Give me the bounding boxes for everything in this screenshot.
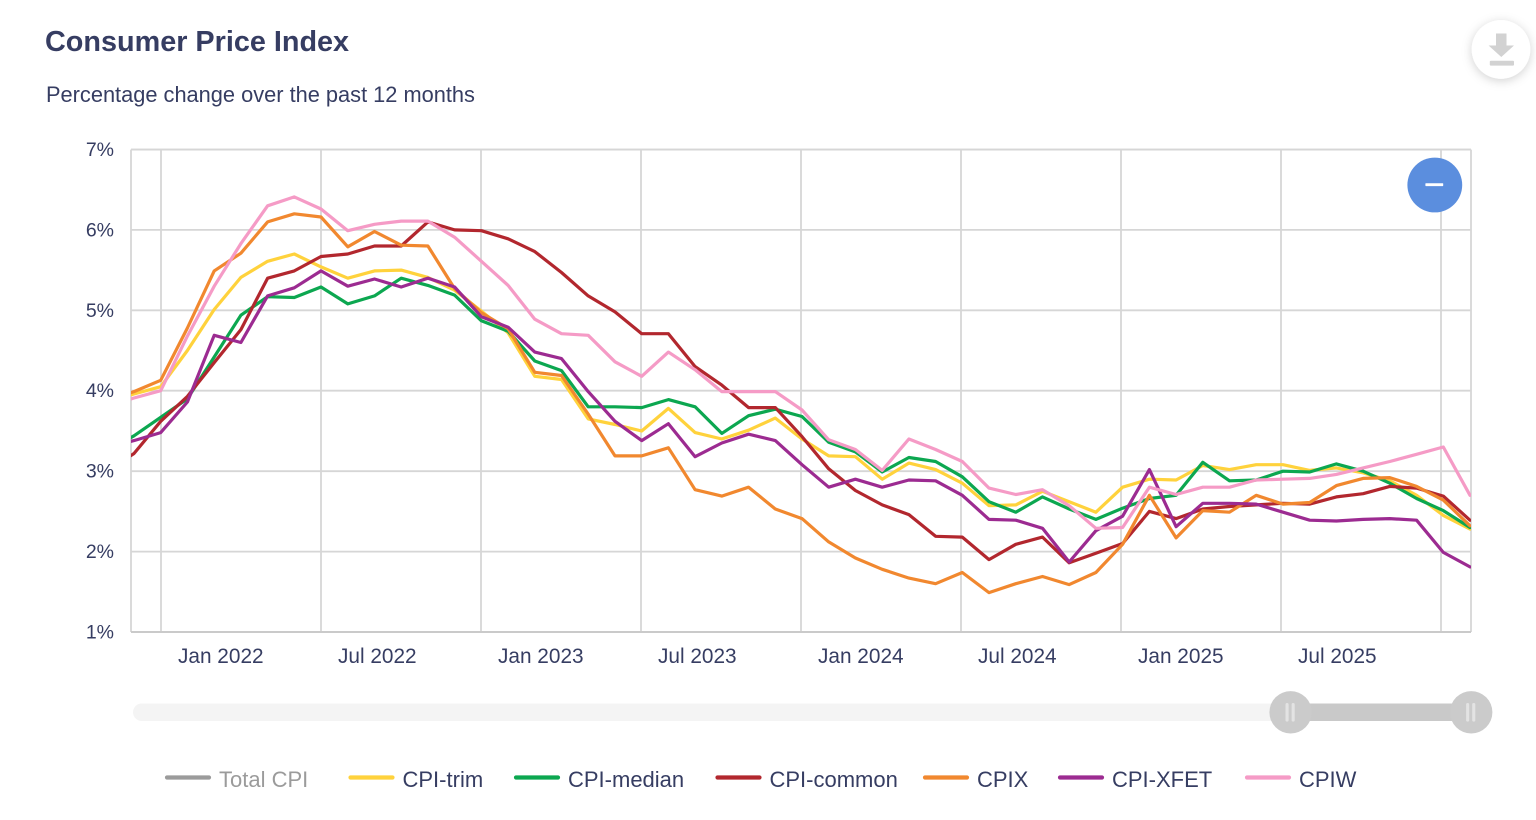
svg-text:Jan 2023: Jan 2023	[498, 645, 584, 668]
svg-text:Total CPI: Total CPI	[219, 767, 308, 792]
svg-text:Jul 2024: Jul 2024	[978, 645, 1057, 668]
svg-text:3%: 3%	[86, 461, 114, 483]
svg-text:4%: 4%	[86, 380, 114, 402]
svg-text:CPI-median: CPI-median	[568, 767, 684, 792]
svg-text:Jan 2024: Jan 2024	[818, 645, 904, 668]
svg-text:CPI-common: CPI-common	[770, 767, 898, 792]
svg-text:6%: 6%	[86, 219, 114, 241]
svg-text:Jan 2025: Jan 2025	[1138, 645, 1224, 668]
svg-text:Jan 2022: Jan 2022	[178, 645, 264, 668]
svg-text:1%: 1%	[86, 622, 114, 644]
svg-text:Jul 2025: Jul 2025	[1298, 645, 1377, 668]
svg-text:Percentage change over the pas: Percentage change over the past 12 month…	[46, 82, 475, 107]
svg-text:Jul 2022: Jul 2022	[338, 645, 417, 668]
svg-text:Consumer Price Index: Consumer Price Index	[45, 26, 349, 58]
svg-text:2%: 2%	[86, 541, 114, 563]
svg-text:CPIW: CPIW	[1299, 767, 1357, 792]
svg-text:7%: 7%	[86, 139, 114, 161]
svg-text:CPI-trim: CPI-trim	[403, 767, 484, 792]
svg-text:5%: 5%	[86, 300, 114, 322]
svg-text:Jul 2023: Jul 2023	[658, 645, 737, 668]
svg-text:CPIX: CPIX	[977, 767, 1029, 792]
svg-text:CPI-XFET: CPI-XFET	[1112, 767, 1212, 792]
